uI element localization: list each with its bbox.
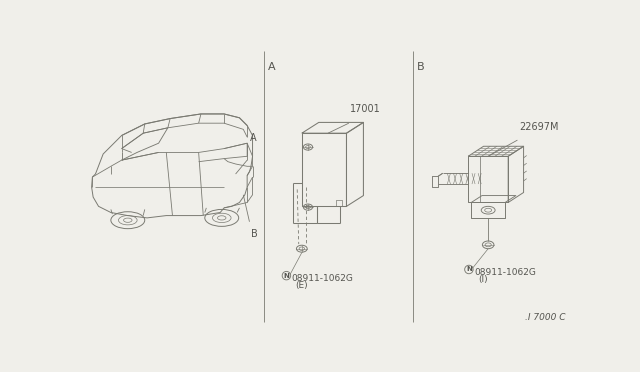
Text: (I): (I) [478, 275, 488, 284]
Text: (E): (E) [296, 281, 308, 290]
Text: .I 7000 C: .I 7000 C [525, 313, 565, 322]
Text: B: B [417, 62, 424, 71]
Text: 22697M: 22697M [519, 122, 559, 132]
Text: N: N [466, 266, 472, 272]
Text: 08911-1062G: 08911-1062G [292, 274, 354, 283]
Text: 17001: 17001 [350, 104, 381, 114]
Text: A: A [268, 62, 276, 71]
Text: A: A [250, 133, 256, 143]
Text: B: B [251, 230, 258, 240]
Text: 08911-1062G: 08911-1062G [474, 268, 536, 277]
Text: N: N [284, 273, 289, 279]
